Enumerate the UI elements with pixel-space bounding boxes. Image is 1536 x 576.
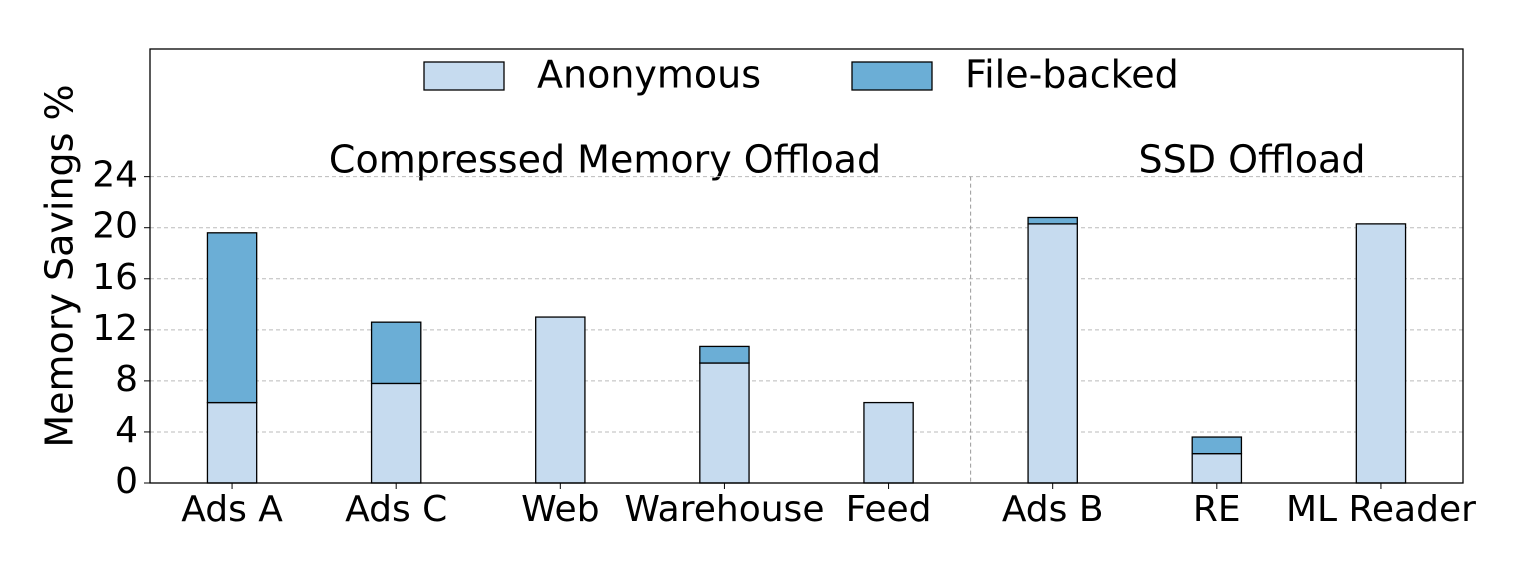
- bar-segment: [1191, 452, 1243, 484]
- bar-segment: [1191, 436, 1243, 455]
- y-tick-label: 8: [115, 359, 138, 400]
- bar-segment: [370, 321, 422, 385]
- legend-swatch: [423, 61, 505, 91]
- bar-segment: [370, 382, 422, 484]
- bar-segment: [1355, 223, 1407, 484]
- bar-segment: [1027, 216, 1078, 225]
- annotation: SSD Offload: [1139, 138, 1366, 182]
- x-tick-label: Web: [521, 489, 600, 530]
- bar-segment: [1027, 223, 1078, 484]
- y-tick-label: 4: [115, 410, 138, 451]
- bar-segment: [699, 362, 750, 484]
- plot-frame: [149, 48, 1464, 484]
- legend-label: Anonymous: [537, 53, 761, 97]
- bar-segment: [206, 401, 258, 484]
- x-tick-label: RE: [1193, 489, 1241, 530]
- y-axis-label: Memory Savings %: [38, 84, 82, 447]
- legend-swatch: [851, 61, 933, 91]
- legend-label: File-backed: [965, 53, 1179, 97]
- bar-segment: [863, 401, 914, 484]
- y-tick-label: 16: [92, 257, 138, 298]
- x-tick-label: Feed: [846, 489, 932, 530]
- x-tick-label: Ads A: [181, 489, 283, 530]
- y-tick-label: 12: [92, 308, 138, 349]
- y-tick-label: 20: [92, 206, 138, 247]
- y-tick-label: 0: [115, 461, 138, 502]
- bar-segment: [535, 316, 586, 484]
- annotation: Compressed Memory Offload: [329, 138, 881, 182]
- bar-segment: [206, 232, 258, 404]
- x-tick-label: Ads B: [1002, 489, 1104, 530]
- x-tick-label: ML Reader: [1286, 489, 1476, 530]
- x-tick-label: Warehouse: [624, 489, 824, 530]
- bar-segment: [699, 345, 750, 364]
- y-tick-label: 24: [92, 155, 138, 196]
- x-tick-label: Ads C: [345, 489, 447, 530]
